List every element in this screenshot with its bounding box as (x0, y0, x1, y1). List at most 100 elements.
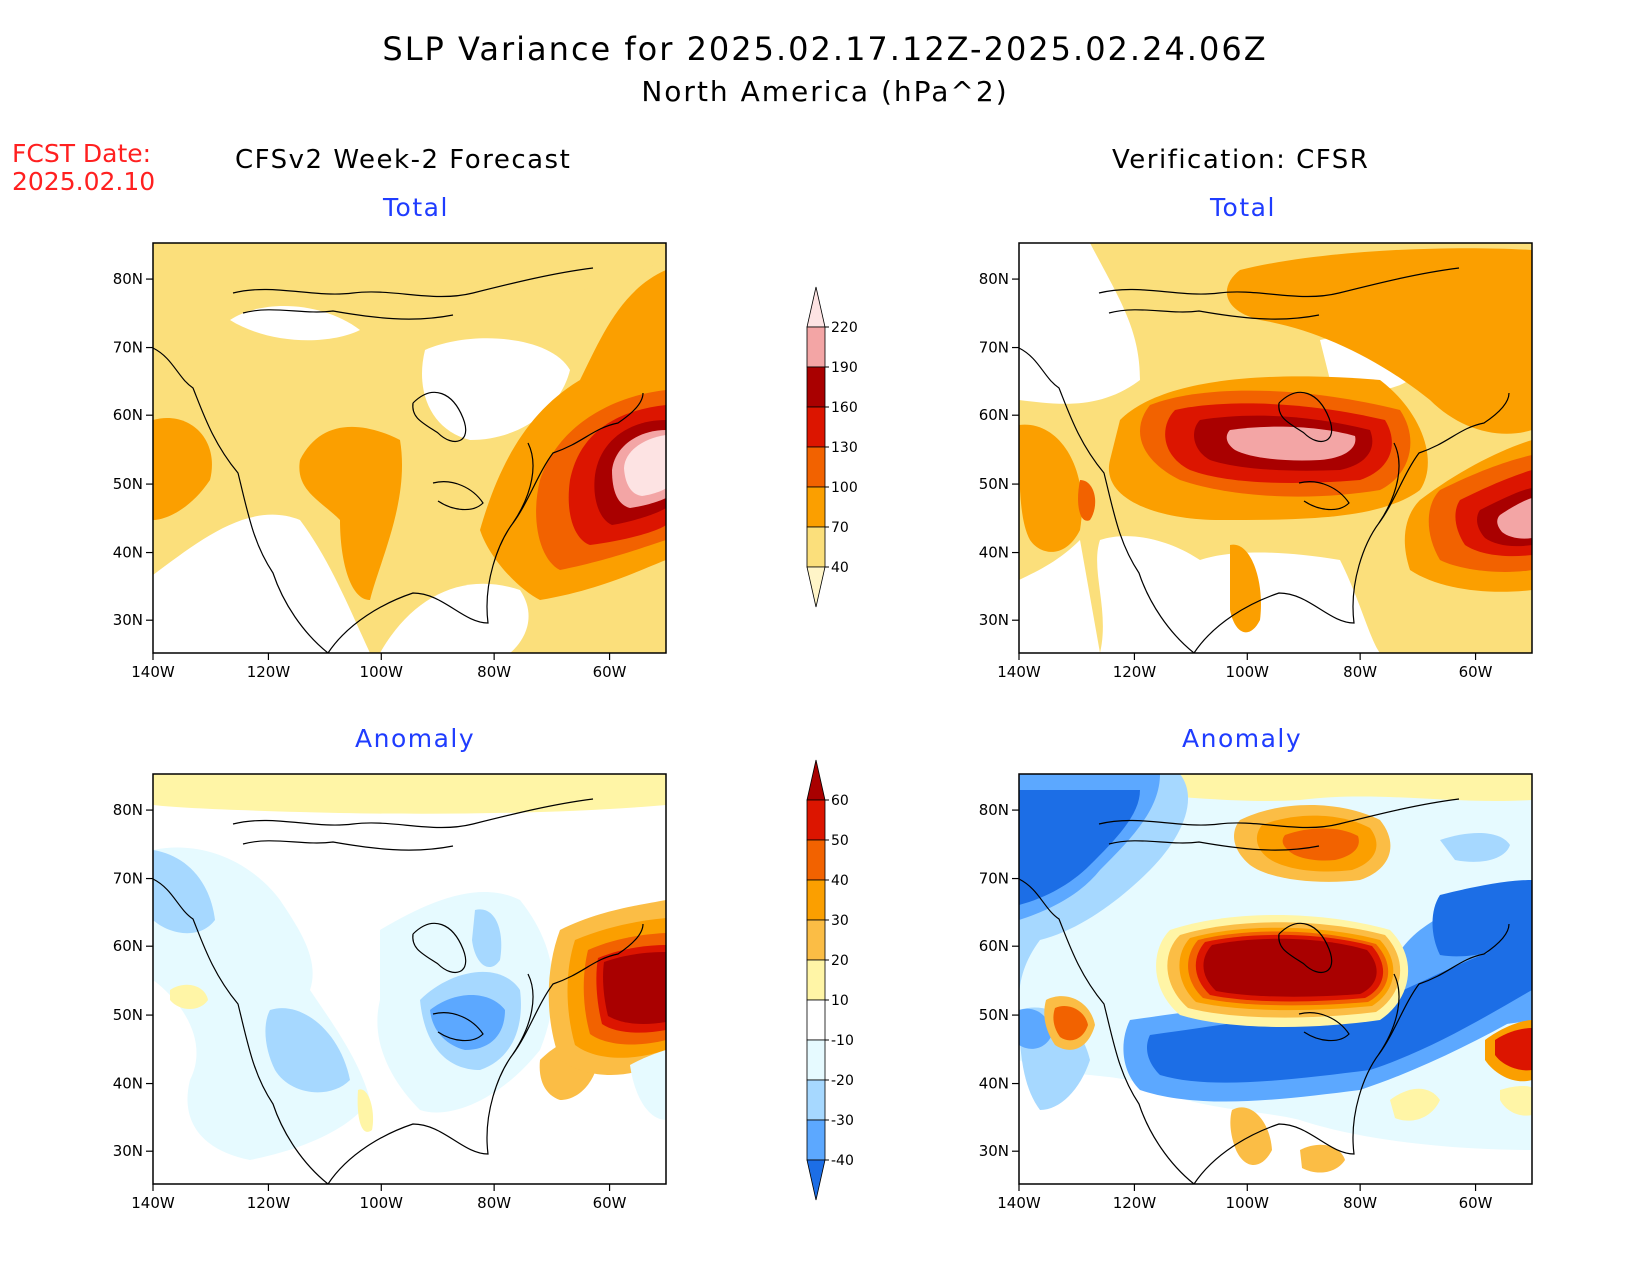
lat-label: 50N (113, 1006, 143, 1024)
colorbar-total-swatch (806, 366, 826, 408)
colorbar-total-label: 70 (831, 520, 849, 536)
map-forecast-anomaly (153, 774, 666, 1184)
colorbar-total-swatch (806, 446, 826, 488)
lat-label: 70N (113, 870, 143, 888)
lat-label: 30N (113, 611, 143, 629)
colorbar-total-swatch (806, 526, 826, 568)
lat-label: 50N (113, 475, 143, 493)
colorbar-total-swatch (806, 486, 826, 528)
lat-label: 80N (113, 270, 143, 288)
colorbar-anomaly-swatch (806, 839, 826, 881)
coastline (1018, 347, 1195, 654)
lon-label: 100W (360, 1194, 404, 1212)
map-forecast-total (153, 243, 666, 653)
lon-label: 120W (247, 1194, 291, 1212)
coastline (232, 267, 594, 298)
lon-label: 80W (1343, 1194, 1377, 1212)
map-verification-total (1019, 243, 1532, 653)
lat-label: 50N (979, 1006, 1009, 1024)
lat-label: 60N (979, 937, 1009, 955)
coastline (1193, 973, 1400, 1185)
colorbar-total-label: 100 (831, 480, 858, 496)
colorbar-total-label: 130 (831, 440, 858, 456)
lon-label: 140W (997, 663, 1041, 681)
lat-label: 50N (979, 475, 1009, 493)
frame-forecast-anomaly (152, 773, 667, 1185)
coastline (1193, 442, 1400, 654)
forecast-date-block: FCST Date: 2025.02.10 (12, 140, 155, 196)
coastline (512, 392, 644, 524)
forecast-date-value: 2025.02.10 (12, 167, 156, 196)
coastline (232, 798, 594, 829)
lon-label: 120W (1113, 663, 1157, 681)
colorbar-anomaly-label: 10 (831, 993, 849, 1009)
coastline (152, 878, 329, 1185)
colorbar-total-swatch (806, 566, 826, 608)
colorbar-anomaly-label: -40 (831, 1153, 854, 1169)
coastline (512, 923, 644, 1055)
map-frames: 80N 70N 60N 50N 40N 30N 140W 120W 100W 80W 60W 80N 7… (113, 242, 1533, 1212)
lat-label: 30N (979, 1142, 1009, 1160)
coastline (1278, 922, 1333, 973)
colorbar-anomaly-label: -20 (831, 1073, 854, 1089)
coastline (327, 442, 534, 654)
lon-label: 60W (1459, 1194, 1493, 1212)
lat-label: 70N (979, 870, 1009, 888)
colorbar-anomaly-label: 60 (831, 793, 849, 809)
coastline (242, 309, 454, 320)
lon-label: 100W (1226, 1194, 1270, 1212)
lat-label: 80N (113, 801, 143, 819)
lon-label: 140W (997, 1194, 1041, 1212)
colorbar-anomaly-swatch (806, 1119, 826, 1161)
lon-label: 140W (131, 1194, 175, 1212)
frame-verification-anomaly (1018, 773, 1533, 1185)
colorbar-anomaly-label: -10 (831, 1033, 854, 1049)
colorbar-total-label: 190 (831, 360, 858, 376)
colorbar-anomaly-label: 20 (831, 953, 849, 969)
panel-title-forecast-total: Total (383, 193, 449, 222)
colorbar-total-label: 40 (831, 560, 849, 576)
main-subtitle: North America (hPa^2) (641, 75, 1009, 108)
coastline (1378, 923, 1510, 1055)
coastline (1018, 878, 1195, 1185)
lat-label: 80N (979, 270, 1009, 288)
lat-label: 60N (979, 406, 1009, 424)
lon-label: 100W (1226, 663, 1270, 681)
coastline (1108, 309, 1320, 320)
coastline (1098, 798, 1460, 829)
lon-label: 60W (593, 663, 627, 681)
frame-verification-total (1018, 242, 1533, 654)
coastlines (152, 267, 1510, 1185)
lat-label: 80N (979, 801, 1009, 819)
colorbar-total-swatch (806, 286, 826, 328)
colorbar-total-label: 160 (831, 400, 858, 416)
coastline (432, 481, 484, 511)
coastline (412, 922, 467, 973)
coastline (432, 1012, 484, 1042)
forecast-date-label: FCST Date: (12, 139, 152, 168)
right-column-title: Verification: CFSR (1112, 145, 1370, 175)
coastline (152, 347, 329, 654)
colorbar-total-swatch (806, 406, 826, 448)
lon-label: 60W (1459, 663, 1493, 681)
lon-label: 100W (360, 663, 404, 681)
lat-label: 70N (979, 339, 1009, 357)
coastline (1098, 267, 1460, 298)
colorbar-anomaly-swatch (806, 1039, 826, 1081)
map-verification-anomaly (1019, 774, 1532, 1184)
coastline (1108, 840, 1320, 851)
lon-label: 120W (247, 663, 291, 681)
lat-label: 60N (113, 406, 143, 424)
colorbar-anomaly-swatch (806, 1079, 826, 1121)
left-column-title: CFSv2 Week-2 Forecast (235, 145, 572, 175)
colorbar-total-swatch (806, 326, 826, 368)
coastline (242, 840, 454, 851)
lon-label: 60W (593, 1194, 627, 1212)
lat-label: 70N (113, 339, 143, 357)
lat-label: 40N (113, 544, 143, 562)
colorbar-total: 40 70 100 130 160 190 220 (806, 286, 858, 608)
colorbar-anomaly-label: 40 (831, 873, 849, 889)
lon-label: 80W (1343, 663, 1377, 681)
main-title: SLP Variance for 2025.02.17.12Z-2025.02.… (382, 30, 1268, 68)
colorbar-anomaly-swatch (806, 999, 826, 1041)
